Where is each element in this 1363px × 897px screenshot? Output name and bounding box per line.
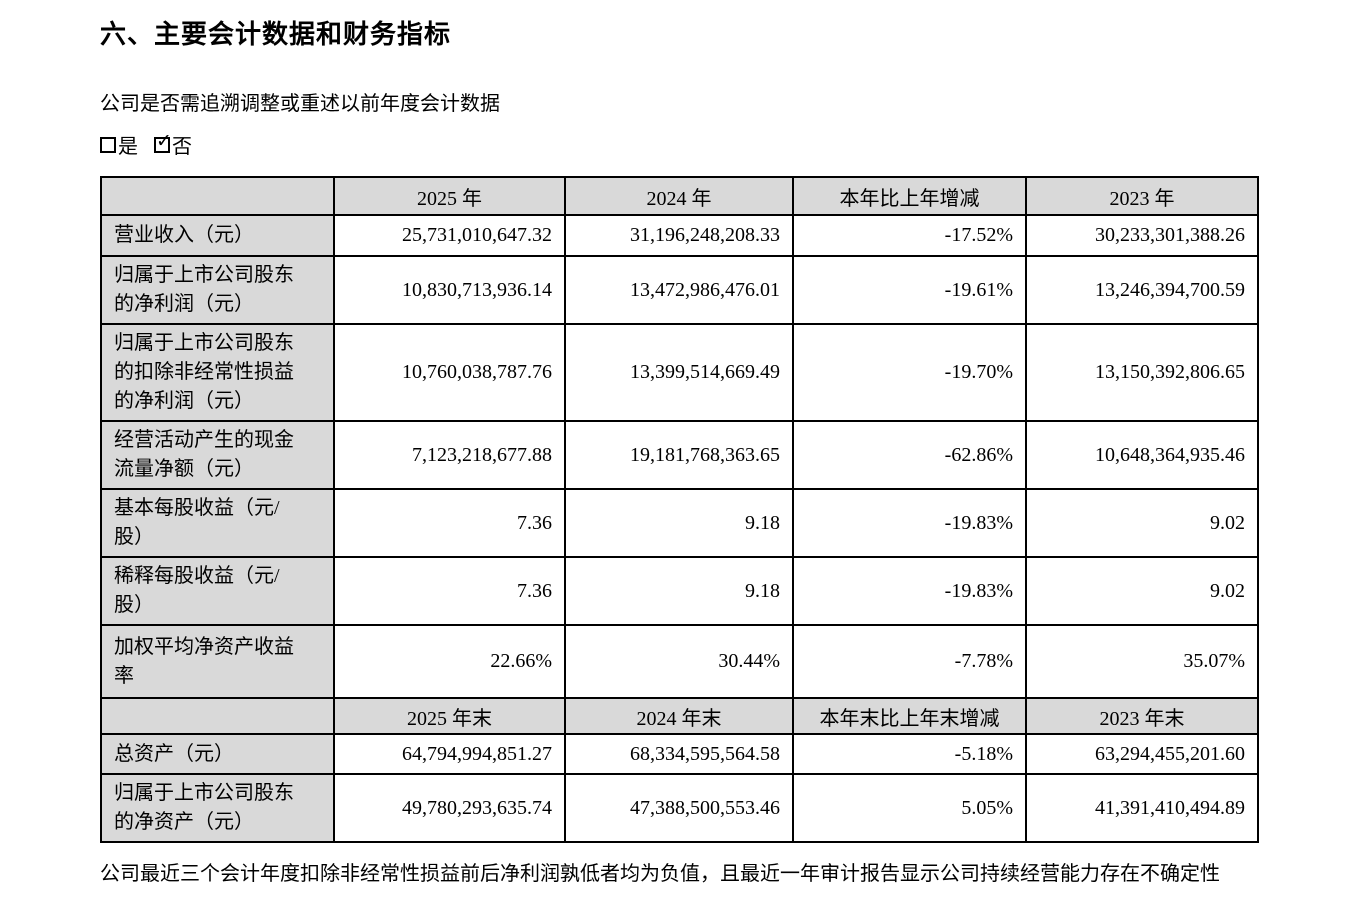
row-label: 营业收入（元） xyxy=(100,214,335,257)
table-row-total-assets: 总资产（元） 64,794,994,851.27 68,334,595,564.… xyxy=(100,733,1259,775)
header-2024: 2024 年 xyxy=(564,176,794,216)
checkbox-option-yes: 是 xyxy=(100,130,138,159)
cell-2024: 31,196,248,208.33 xyxy=(564,214,794,257)
yearend-header-row: 2025 年末 2024 年末 本年末比上年末增减 2023 年末 xyxy=(100,697,1259,735)
financial-indicators-table: 2025 年 2024 年 本年比上年增减 2023 年 营业收入（元） 25,… xyxy=(100,176,1259,843)
cell-2024: 9.18 xyxy=(564,488,794,558)
cell-2025: 7,123,218,677.88 xyxy=(333,420,566,490)
cell-change: -5.18% xyxy=(792,733,1027,775)
annual-header-row: 2025 年 2024 年 本年比上年增减 2023 年 xyxy=(100,176,1259,216)
cell-change: -7.78% xyxy=(792,624,1027,699)
table-row-weighted-avg-roe: 加权平均净资产收益率 22.66% 30.44% -7.78% 35.07% xyxy=(100,624,1259,699)
row-label: 归属于上市公司股东的净利润（元） xyxy=(100,255,335,325)
row-label: 归属于上市公司股东的净资产（元） xyxy=(100,773,335,843)
table-row-net-profit: 归属于上市公司股东的净利润（元） 10,830,713,936.14 13,47… xyxy=(100,255,1259,325)
table-row-diluted-eps: 稀释每股收益（元/股） 7.36 9.18 -19.83% 9.02 xyxy=(100,556,1259,626)
row-label: 经营活动产生的现金流量净额（元） xyxy=(100,420,335,490)
cell-change: 5.05% xyxy=(792,773,1027,843)
row-label: 总资产（元） xyxy=(100,733,335,775)
cell-2024: 13,399,514,669.49 xyxy=(564,323,794,422)
cell-2023: 13,150,392,806.65 xyxy=(1025,323,1259,422)
header-2025-end: 2025 年末 xyxy=(333,697,566,735)
table-row-net-assets: 归属于上市公司股东的净资产（元） 49,780,293,635.74 47,38… xyxy=(100,773,1259,843)
header-2024-end: 2024 年末 xyxy=(564,697,794,735)
checkbox-no-label: 否 xyxy=(172,136,192,158)
cell-2024: 47,388,500,553.46 xyxy=(564,773,794,843)
header-empty-cell xyxy=(100,176,335,216)
checkbox-checked-icon: ✓ xyxy=(154,131,172,153)
cell-change: -19.83% xyxy=(792,488,1027,558)
header-2023-end: 2023 年末 xyxy=(1025,697,1259,735)
table-row-revenue: 营业收入（元） 25,731,010,647.32 31,196,248,208… xyxy=(100,214,1259,257)
cell-2025: 22.66% xyxy=(333,624,566,699)
cell-2025: 7.36 xyxy=(333,556,566,626)
cell-2025: 10,760,038,787.76 xyxy=(333,323,566,422)
cell-2024: 13,472,986,476.01 xyxy=(564,255,794,325)
cell-change: -62.86% xyxy=(792,420,1027,490)
cell-2024: 19,181,768,363.65 xyxy=(564,420,794,490)
cell-2023: 9.02 xyxy=(1025,488,1259,558)
cell-change: -19.83% xyxy=(792,556,1027,626)
section-title: 六、主要会计数据和财务指标 xyxy=(100,19,452,49)
cell-2025: 10,830,713,936.14 xyxy=(333,255,566,325)
header-empty-cell xyxy=(100,697,335,735)
table-row-basic-eps: 基本每股收益（元/股） 7.36 9.18 -19.83% 9.02 xyxy=(100,488,1259,558)
cell-2025: 7.36 xyxy=(333,488,566,558)
row-label: 基本每股收益（元/股） xyxy=(100,488,335,558)
cell-2023: 10,648,364,935.46 xyxy=(1025,420,1259,490)
header-2025: 2025 年 xyxy=(333,176,566,216)
row-label: 归属于上市公司股东的扣除非经常性损益的净利润（元） xyxy=(100,323,335,422)
table-row-net-profit-excl-nonrecurring: 归属于上市公司股东的扣除非经常性损益的净利润（元） 10,760,038,787… xyxy=(100,323,1259,422)
restatement-question: 公司是否需追溯调整或重述以前年度会计数据 xyxy=(100,93,500,115)
going-concern-footnote: 公司最近三个会计年度扣除非经常性损益前后净利润孰低者均为负值，且最近一年审计报告… xyxy=(100,863,1220,885)
row-label: 稀释每股收益（元/股） xyxy=(100,556,335,626)
cell-2023: 35.07% xyxy=(1025,624,1259,699)
cell-2025: 49,780,293,635.74 xyxy=(333,773,566,843)
cell-2024: 30.44% xyxy=(564,624,794,699)
cell-change: -19.70% xyxy=(792,323,1027,422)
header-yoy-change: 本年比上年增减 xyxy=(792,176,1027,216)
checkbox-yes-label: 是 xyxy=(118,136,138,158)
cell-2023: 41,391,410,494.89 xyxy=(1025,773,1259,843)
row-label: 加权平均净资产收益率 xyxy=(100,624,335,699)
table-row-operating-cash-flow: 经营活动产生的现金流量净额（元） 7,123,218,677.88 19,181… xyxy=(100,420,1259,490)
checkbox-option-no: ✓ 否 xyxy=(154,130,192,159)
header-2023: 2023 年 xyxy=(1025,176,1259,216)
header-yearend-change: 本年末比上年末增减 xyxy=(792,697,1027,735)
cell-change: -17.52% xyxy=(792,214,1027,257)
cell-2023: 30,233,301,388.26 xyxy=(1025,214,1259,257)
cell-2025: 64,794,994,851.27 xyxy=(333,733,566,775)
cell-2024: 9.18 xyxy=(564,556,794,626)
cell-2023: 13,246,394,700.59 xyxy=(1025,255,1259,325)
cell-2023: 63,294,455,201.60 xyxy=(1025,733,1259,775)
restatement-answer: 是 ✓ 否 xyxy=(100,130,1263,159)
checkbox-unchecked-icon xyxy=(100,136,116,153)
cell-2024: 68,334,595,564.58 xyxy=(564,733,794,775)
cell-2023: 9.02 xyxy=(1025,556,1259,626)
check-icon: ✓ xyxy=(156,129,172,152)
cell-2025: 25,731,010,647.32 xyxy=(333,214,566,257)
cell-change: -19.61% xyxy=(792,255,1027,325)
